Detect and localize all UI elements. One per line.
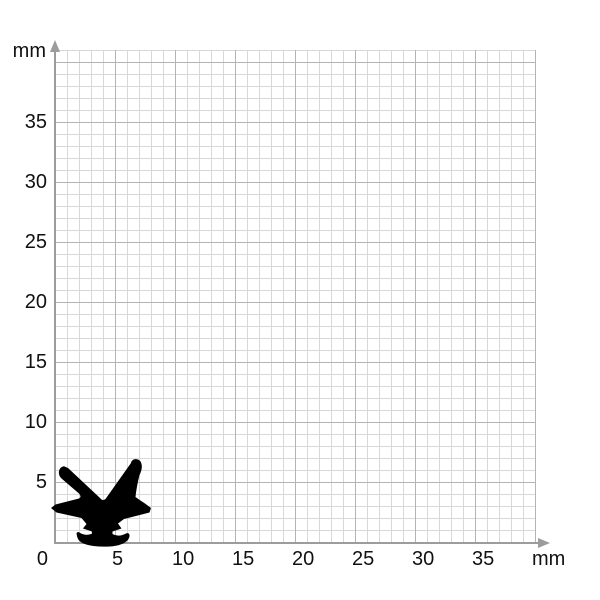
x-axis-unit-label: mm	[532, 548, 566, 570]
x-tick-label-30: 30	[412, 548, 435, 570]
x-axis-line	[55, 542, 539, 544]
x-tick-label-0: 0	[36, 548, 48, 570]
y-tick-label-5: 5	[35, 471, 47, 493]
millimeter-grid	[55, 50, 536, 543]
y-tick-label-15: 15	[24, 351, 47, 373]
y-axis-unit-label: mm	[12, 40, 46, 62]
y-axis-line	[54, 46, 56, 544]
y-tick-label-30: 30	[24, 171, 47, 193]
y-tick-label-20: 20	[24, 291, 47, 313]
x-tick-label-25: 25	[352, 548, 375, 570]
x-tick-label-20: 20	[292, 548, 315, 570]
y-axis-arrow-icon	[50, 40, 60, 52]
x-tick-label-15: 15	[232, 548, 255, 570]
x-tick-label-35: 35	[472, 548, 495, 570]
y-tick-label-25: 25	[24, 231, 47, 253]
x-axis-arrow-icon	[538, 538, 550, 548]
y-tick-label-10: 10	[24, 411, 47, 433]
x-tick-label-5: 5	[112, 548, 124, 570]
y-tick-label-35: 35	[24, 111, 47, 133]
x-tick-label-10: 10	[172, 548, 195, 570]
